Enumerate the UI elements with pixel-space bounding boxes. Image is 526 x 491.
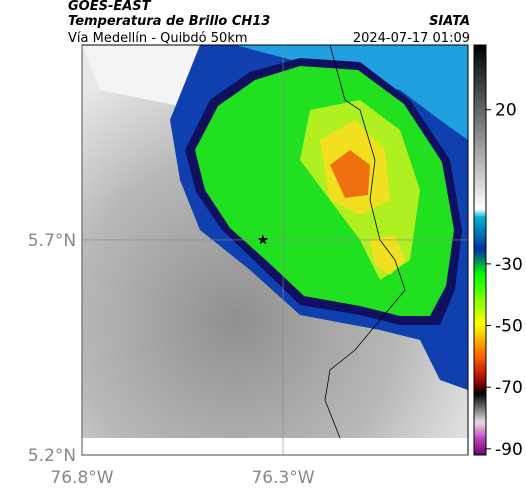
colorbar-tick-label: -30 [495,255,523,275]
product: Temperatura de Brillo CH13 [68,14,270,29]
header: GOES-EAST Temperatura de Brillo CH13 Vía… [68,0,470,46]
satellite-image [82,44,468,439]
source: SIATA [429,14,470,29]
colorbar [473,44,487,456]
x-tick-label: 76.3°W [251,468,314,488]
y-tick-label: 5.2°N [28,446,76,466]
location-marker [257,234,269,245]
timestamp: 2024-07-17 01:09 [353,31,470,46]
colorbar-tick-label: -90 [495,440,523,460]
x-tick-label: 76.8°W [50,468,113,488]
satellite: GOES-EAST [68,0,152,14]
route: Vía Medellín - Quibdó 50km [68,31,248,46]
colorbar-tick-label: -50 [495,317,523,337]
y-tick-label: 5.7°N [28,231,76,251]
colorbar-tick-label: -70 [495,378,523,398]
colorbar-tick-label: 20 [495,101,517,121]
